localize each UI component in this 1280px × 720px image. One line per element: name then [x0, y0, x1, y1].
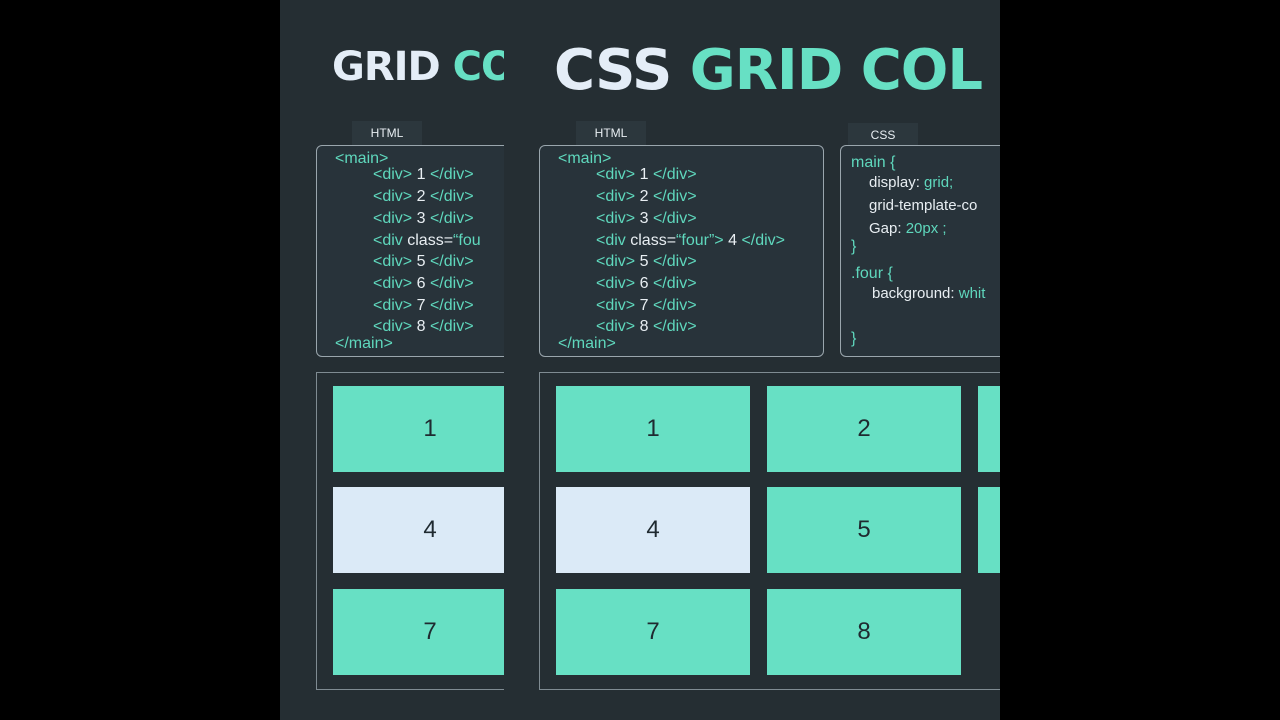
grid-cell-highlight: 4	[333, 487, 504, 573]
grid-cell: 5	[767, 487, 961, 573]
code-line-4: <div class=“four”> 4 </div>	[596, 232, 786, 249]
code-main-close: </main>	[558, 335, 616, 352]
code-line-1: <div> 1 </div>	[373, 166, 474, 183]
code-line-7: <div> 7 </div>	[373, 297, 474, 314]
css-tab: CSS	[848, 123, 918, 147]
html-code-box: <main> <div> 1 </div> <div> 2 </div> <di…	[539, 145, 824, 357]
code-line-2: <div> 2 </div>	[373, 188, 474, 205]
back-grid-demo: 1 4 7	[316, 372, 504, 690]
grid-cell: 8	[767, 589, 961, 675]
code-line-6: <div> 6 </div>	[596, 275, 697, 292]
code-line-8: <div> 8 </div>	[373, 318, 474, 335]
css-code-box: main { display: grid; grid-template-co G…	[840, 145, 1000, 357]
grid-cell-highlight: 4	[556, 487, 750, 573]
code-line-2: <div> 2 </div>	[596, 188, 697, 205]
code-line-6: <div> 6 </div>	[373, 275, 474, 292]
css-close-brace: }	[851, 238, 857, 255]
html-tab: HTML	[576, 121, 646, 145]
front-slide: CSS GRID COL HTML <main> <div> 1 </div> …	[504, 0, 1000, 720]
back-html-tab: HTML	[352, 121, 422, 145]
title-part1: CSS	[554, 38, 672, 103]
code-line-4: <div class=“fou	[373, 232, 481, 249]
back-slide: GRID CO HTML <main> <div> 1 </div> <div>…	[280, 0, 504, 720]
code-line-3: <div> 3 </div>	[596, 210, 697, 227]
css-background: background: whit	[872, 285, 986, 302]
back-slide-title: GRID CO	[332, 44, 504, 90]
code-line-8: <div> 8 </div>	[596, 318, 697, 335]
grid-cell: 7	[556, 589, 750, 675]
code-main-open: <main>	[335, 150, 389, 167]
grid-cell: 2	[767, 386, 961, 472]
css-display: display: grid;	[869, 174, 954, 191]
back-title-part1: GRID	[332, 44, 441, 90]
css-close-brace: }	[851, 330, 857, 347]
back-title-part2: CO	[452, 44, 504, 90]
grid-cell: 1	[556, 386, 750, 472]
css-main-selector: main {	[851, 154, 896, 171]
code-line-5: <div> 5 </div>	[596, 253, 697, 270]
code-line-1: <div> 1 </div>	[596, 166, 697, 183]
grid-cell	[978, 487, 1000, 573]
code-line-7: <div> 7 </div>	[596, 297, 697, 314]
grid-cell	[978, 386, 1000, 472]
slide-title: CSS GRID COL	[554, 38, 983, 103]
video-frame: GRID CO HTML <main> <div> 1 </div> <div>…	[280, 0, 1000, 720]
code-line-3: <div> 3 </div>	[373, 210, 474, 227]
back-html-code-box: <main> <div> 1 </div> <div> 2 </div> <di…	[316, 145, 504, 357]
grid-demo: 1 2 4 5 7 8	[539, 372, 1000, 690]
css-grid-template: grid-template-co	[869, 197, 978, 214]
css-four-selector: .four {	[851, 265, 893, 282]
grid-cell: 1	[333, 386, 504, 472]
code-main-close: </main>	[335, 335, 393, 352]
title-part2: GRID COL	[689, 38, 983, 103]
grid-cell: 7	[333, 589, 504, 675]
code-main-open: <main>	[558, 150, 612, 167]
code-line-5: <div> 5 </div>	[373, 253, 474, 270]
css-gap: Gap: 20px ;	[869, 220, 947, 237]
